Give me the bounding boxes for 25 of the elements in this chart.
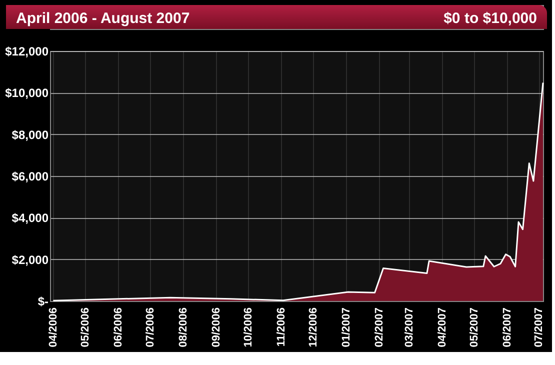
x-tick-label: 08/2006 <box>178 308 190 348</box>
x-tick-label: 09/2006 <box>210 308 223 348</box>
chart-title: April 2006 - August 2007 <box>16 10 190 27</box>
chart-subtitle: $0 to $10,000 <box>444 10 537 27</box>
y-tick-label: $4,000 <box>12 211 49 226</box>
x-tick-label: 01/2007 <box>340 308 353 348</box>
y-tick-label: $2,000 <box>12 252 49 267</box>
x-tick-label: 11/2006 <box>276 308 288 347</box>
y-tick-label: $8,000 <box>12 128 49 142</box>
x-tick-label: 10/2006 <box>242 308 255 348</box>
y-tick-label: $6,000 <box>12 170 49 184</box>
x-tick-label: 04/2006 <box>48 308 60 348</box>
y-tick-label: $10,000 <box>5 86 49 100</box>
x-tick-label: 04/2007 <box>436 308 448 348</box>
x-tick-label: 05/2007 <box>468 308 480 348</box>
y-tick-label: $- <box>38 294 48 308</box>
x-tick-label: 03/2007 <box>403 308 416 348</box>
x-tick-label: 12/2006 <box>308 308 320 348</box>
x-tick-label: 07/2007 <box>533 308 546 348</box>
y-tick-label: $12,000 <box>5 44 49 58</box>
x-tick-label: 02/2007 <box>374 308 386 348</box>
x-tick-label: 06/2007 <box>501 308 514 348</box>
x-tick-label: 07/2006 <box>144 308 157 348</box>
x-tick-label: 06/2006 <box>112 308 125 348</box>
x-tick-label: 05/2006 <box>80 308 92 348</box>
